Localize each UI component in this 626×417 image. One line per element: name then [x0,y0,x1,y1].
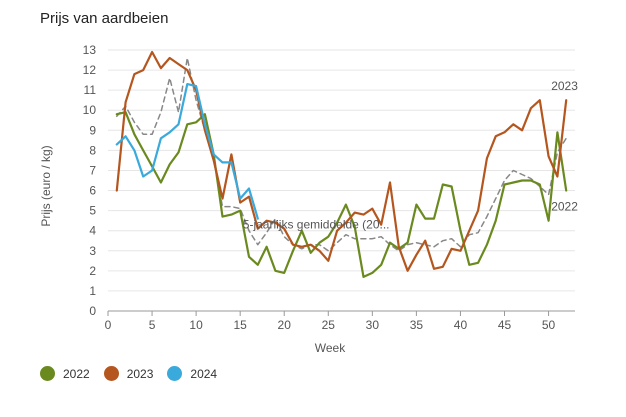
y-tick-label: 9 [89,123,96,137]
legend-label: 2022 [63,366,90,381]
x-tick-label: 10 [189,318,203,332]
y-tick-label: 1 [89,284,96,298]
y-tick-label: 7 [89,163,96,177]
y-tick-label: 10 [83,103,97,117]
legend-item-2024[interactable]: 2024 [167,366,217,381]
y-tick-label: 0 [89,304,96,318]
x-axis-label: Week [315,341,346,355]
series-line-2024 [115,83,259,220]
chart-title: Prijs van aardbeien [40,10,169,27]
legend-item-2022[interactable]: 2022 [40,366,90,381]
y-tick-label: 5 [89,204,96,218]
legend-swatch [103,366,119,381]
annotations: 2023 2022 5-jaarlijks gemiddelde (20... [243,79,578,231]
y-tick-label: 13 [83,43,97,57]
series-line-2022 [115,111,568,278]
x-tick-label: 50 [542,318,556,332]
annotation-label: 5-jaarlijks gemiddelde (20... [243,218,390,232]
x-tick-label: 20 [278,318,292,332]
x-axis-ticks: 0 5 10 15 20 25 30 35 40 45 50 [105,311,556,332]
x-tick-label: 25 [322,318,336,332]
y-tick-label: 4 [89,224,96,238]
y-tick-label: 8 [89,143,96,157]
legend: 2022 2023 2024 [40,366,217,381]
annotation-label: 2022 [551,200,578,214]
grid-lines [108,49,575,292]
legend-item-2023[interactable]: 2023 [103,366,154,381]
y-tick-label: 2 [89,264,96,278]
legend-swatch [40,366,55,381]
y-tick-label: 12 [83,63,97,77]
x-tick-label: 40 [454,318,468,332]
legend-label: 2023 [126,366,154,381]
x-tick-label: 45 [498,318,512,332]
x-tick-label: 5 [149,318,156,332]
legend-label: 2024 [190,366,218,381]
annotation-label: 2023 [551,79,578,93]
y-axis-label: Prijs (euro / kg) [39,145,53,226]
series-lines [115,50,568,278]
x-tick-label: 30 [366,318,380,332]
y-tick-label: 3 [89,244,96,258]
x-tick-label: 35 [410,318,424,332]
x-tick-label: 0 [105,318,112,332]
x-tick-label: 15 [233,318,247,332]
y-tick-label: 11 [84,83,97,97]
series-line-2023 [115,50,568,272]
legend-swatch [167,366,183,381]
y-tick-label: 6 [89,184,96,198]
